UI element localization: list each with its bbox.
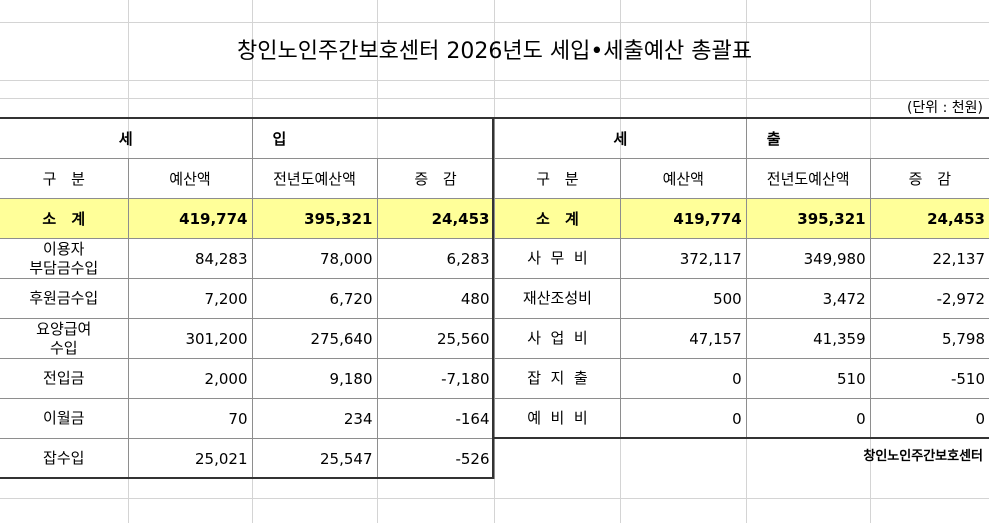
row-budget: 7,200 xyxy=(127,278,253,319)
expense-subtotal-diff: 24,453 xyxy=(869,198,989,239)
row-diff: 6,283 xyxy=(376,238,495,279)
income-subtotal-budget: 419,774 xyxy=(127,198,253,239)
row-budget: 500 xyxy=(619,278,747,319)
table-row: 잡 지 출 0 510 -510 xyxy=(494,358,989,399)
row-prev: 41,359 xyxy=(745,318,871,359)
row-category: 이월금 xyxy=(0,398,129,439)
unit-label: (단위 : 천원) xyxy=(906,100,983,116)
row-diff: -510 xyxy=(869,358,989,399)
row-prev: 6,720 xyxy=(251,278,378,319)
row-budget: 25,021 xyxy=(127,438,253,479)
row-category: 사 업 비 xyxy=(494,318,621,359)
row-prev: 0 xyxy=(745,398,871,439)
row-diff: -164 xyxy=(376,398,495,439)
table-row: 사 업 비 47,157 41,359 5,798 xyxy=(494,318,989,359)
row-budget: 301,200 xyxy=(127,318,253,359)
row-category: 이용자 부담금수입 xyxy=(0,238,129,279)
expense-col-budget: 예산액 xyxy=(619,158,747,199)
row-prev: 25,547 xyxy=(251,438,378,479)
expense-col-prev: 전년도예산액 xyxy=(745,158,871,199)
row-budget: 0 xyxy=(619,398,747,439)
row-diff: 22,137 xyxy=(869,238,989,279)
expense-bottom-border xyxy=(494,437,989,439)
expense-col-diff: 증 감 xyxy=(869,158,989,199)
row-category: 요양급여 수입 xyxy=(0,318,129,359)
table-row: 재산조성비 500 3,472 -2,972 xyxy=(494,278,989,319)
row-budget: 84,283 xyxy=(127,238,253,279)
expense-column-header-row: 구 분 예산액 전년도예산액 증 감 xyxy=(494,158,989,199)
income-subtotal-diff: 24,453 xyxy=(376,198,495,239)
row-prev: 9,180 xyxy=(251,358,378,399)
row-prev: 78,000 xyxy=(251,238,378,279)
income-col-budget: 예산액 xyxy=(127,158,253,199)
row-category: 잡수입 xyxy=(0,438,129,479)
row-diff: 480 xyxy=(376,278,495,319)
income-header-left: 세 xyxy=(0,118,253,159)
row-budget: 372,117 xyxy=(619,238,747,279)
row-diff: -7,180 xyxy=(376,358,495,399)
income-table: 세 입 구 분 예산액 전년도예산액 증 감 소 계 419,774 395,3… xyxy=(0,118,495,479)
row-budget: 70 xyxy=(127,398,253,439)
row-diff: 0 xyxy=(869,398,989,439)
table-row: 후원금수입 7,200 6,720 480 xyxy=(0,278,495,319)
income-subtotal-label: 소 계 xyxy=(0,198,129,239)
table-row: 이용자 부담금수입 84,283 78,000 6,283 xyxy=(0,238,495,279)
expense-header-right: 출 xyxy=(745,118,989,159)
page-title: 창인노인주간보호센터 2026년도 세입•세출예산 총괄표 xyxy=(237,39,752,64)
income-col-category: 구 분 xyxy=(0,158,129,199)
expense-header-row: 세 출 xyxy=(494,118,989,159)
row-diff: 5,798 xyxy=(869,318,989,359)
income-col-diff: 증 감 xyxy=(376,158,495,199)
row-diff: 25,560 xyxy=(376,318,495,359)
income-bottom-border xyxy=(0,477,494,479)
expense-col-category: 구 분 xyxy=(494,158,621,199)
row-category: 재산조성비 xyxy=(494,278,621,319)
table-row: 요양급여 수입 301,200 275,640 25,560 xyxy=(0,318,495,359)
table-top-border xyxy=(0,117,989,119)
table-row: 잡수입 25,021 25,547 -526 xyxy=(0,438,495,479)
row-budget: 0 xyxy=(619,358,747,399)
expense-subtotal-label: 소 계 xyxy=(494,198,621,239)
income-subtotal-row: 소 계 419,774 395,321 24,453 xyxy=(0,198,495,239)
row-category: 전입금 xyxy=(0,358,129,399)
expense-subtotal-row: 소 계 419,774 395,321 24,453 xyxy=(494,198,989,239)
income-subtotal-prev: 395,321 xyxy=(251,198,378,239)
row-prev: 275,640 xyxy=(251,318,378,359)
income-header-right: 입 xyxy=(251,118,495,159)
table-row: 이월금 70 234 -164 xyxy=(0,398,495,439)
row-category: 후원금수입 xyxy=(0,278,129,319)
row-category: 예 비 비 xyxy=(494,398,621,439)
expense-header-left: 세 xyxy=(494,118,747,159)
organization-name: 창인노인주간보호센터 xyxy=(863,449,983,464)
row-prev: 510 xyxy=(745,358,871,399)
expense-table: 세 출 구 분 예산액 전년도예산액 증 감 소 계 419,774 395,3… xyxy=(494,118,989,439)
income-column-header-row: 구 분 예산액 전년도예산액 증 감 xyxy=(0,158,495,199)
expense-subtotal-budget: 419,774 xyxy=(619,198,747,239)
row-prev: 234 xyxy=(251,398,378,439)
row-prev: 349,980 xyxy=(745,238,871,279)
income-header-row: 세 입 xyxy=(0,118,495,159)
row-category: 잡 지 출 xyxy=(494,358,621,399)
row-prev: 3,472 xyxy=(745,278,871,319)
income-col-prev: 전년도예산액 xyxy=(251,158,378,199)
row-diff: -526 xyxy=(376,438,495,479)
row-diff: -2,972 xyxy=(869,278,989,319)
expense-subtotal-prev: 395,321 xyxy=(745,198,871,239)
row-category: 사 무 비 xyxy=(494,238,621,279)
table-row: 전입금 2,000 9,180 -7,180 xyxy=(0,358,495,399)
row-budget: 47,157 xyxy=(619,318,747,359)
table-row: 사 무 비 372,117 349,980 22,137 xyxy=(494,238,989,279)
row-budget: 2,000 xyxy=(127,358,253,399)
table-row: 예 비 비 0 0 0 xyxy=(494,398,989,439)
